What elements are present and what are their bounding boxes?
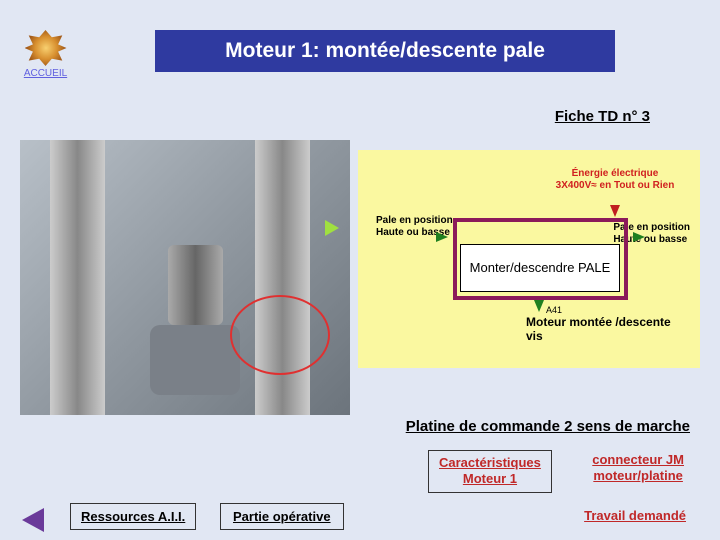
accueil-label: ACCUEIL xyxy=(18,68,73,79)
travail-link[interactable]: Travail demandé xyxy=(584,508,686,523)
arrow-down-icon xyxy=(610,205,620,217)
fiche-link[interactable]: Fiche TD n° 3 xyxy=(555,108,650,125)
motor-photo xyxy=(20,140,350,415)
ressources-link[interactable]: Ressources A.I.I. xyxy=(70,503,196,530)
caracteristiques-link[interactable]: CaractéristiquesMoteur 1 xyxy=(428,450,552,493)
back-arrow-icon[interactable] xyxy=(22,508,44,532)
arrow-down-icon xyxy=(534,300,544,312)
function-block: Monter/descendre PALE xyxy=(460,244,620,292)
title-bar: Moteur 1: montée/descente pale xyxy=(155,30,615,72)
a41-label: A41 xyxy=(546,305,562,315)
energie-label: Énergie électrique 3X400V≈ en Tout ou Ri… xyxy=(550,168,680,192)
partie-operative-link[interactable]: Partie opérative xyxy=(220,503,344,530)
accueil-link[interactable]: ACCUEIL xyxy=(18,30,73,79)
arrow-right-icon xyxy=(436,232,448,242)
platine-link[interactable]: Platine de commande 2 sens de marche xyxy=(406,418,690,435)
connecteur-link[interactable]: connecteur JMmoteur/platine xyxy=(592,452,684,485)
diagram-panel: Énergie électrique 3X400V≈ en Tout ou Ri… xyxy=(358,150,700,368)
moteur-output-label: Moteur montée /descentevis xyxy=(526,315,671,344)
arrow-right-icon xyxy=(633,232,645,242)
page-title: Moteur 1: montée/descente pale xyxy=(225,39,545,63)
virus-icon xyxy=(25,30,67,66)
